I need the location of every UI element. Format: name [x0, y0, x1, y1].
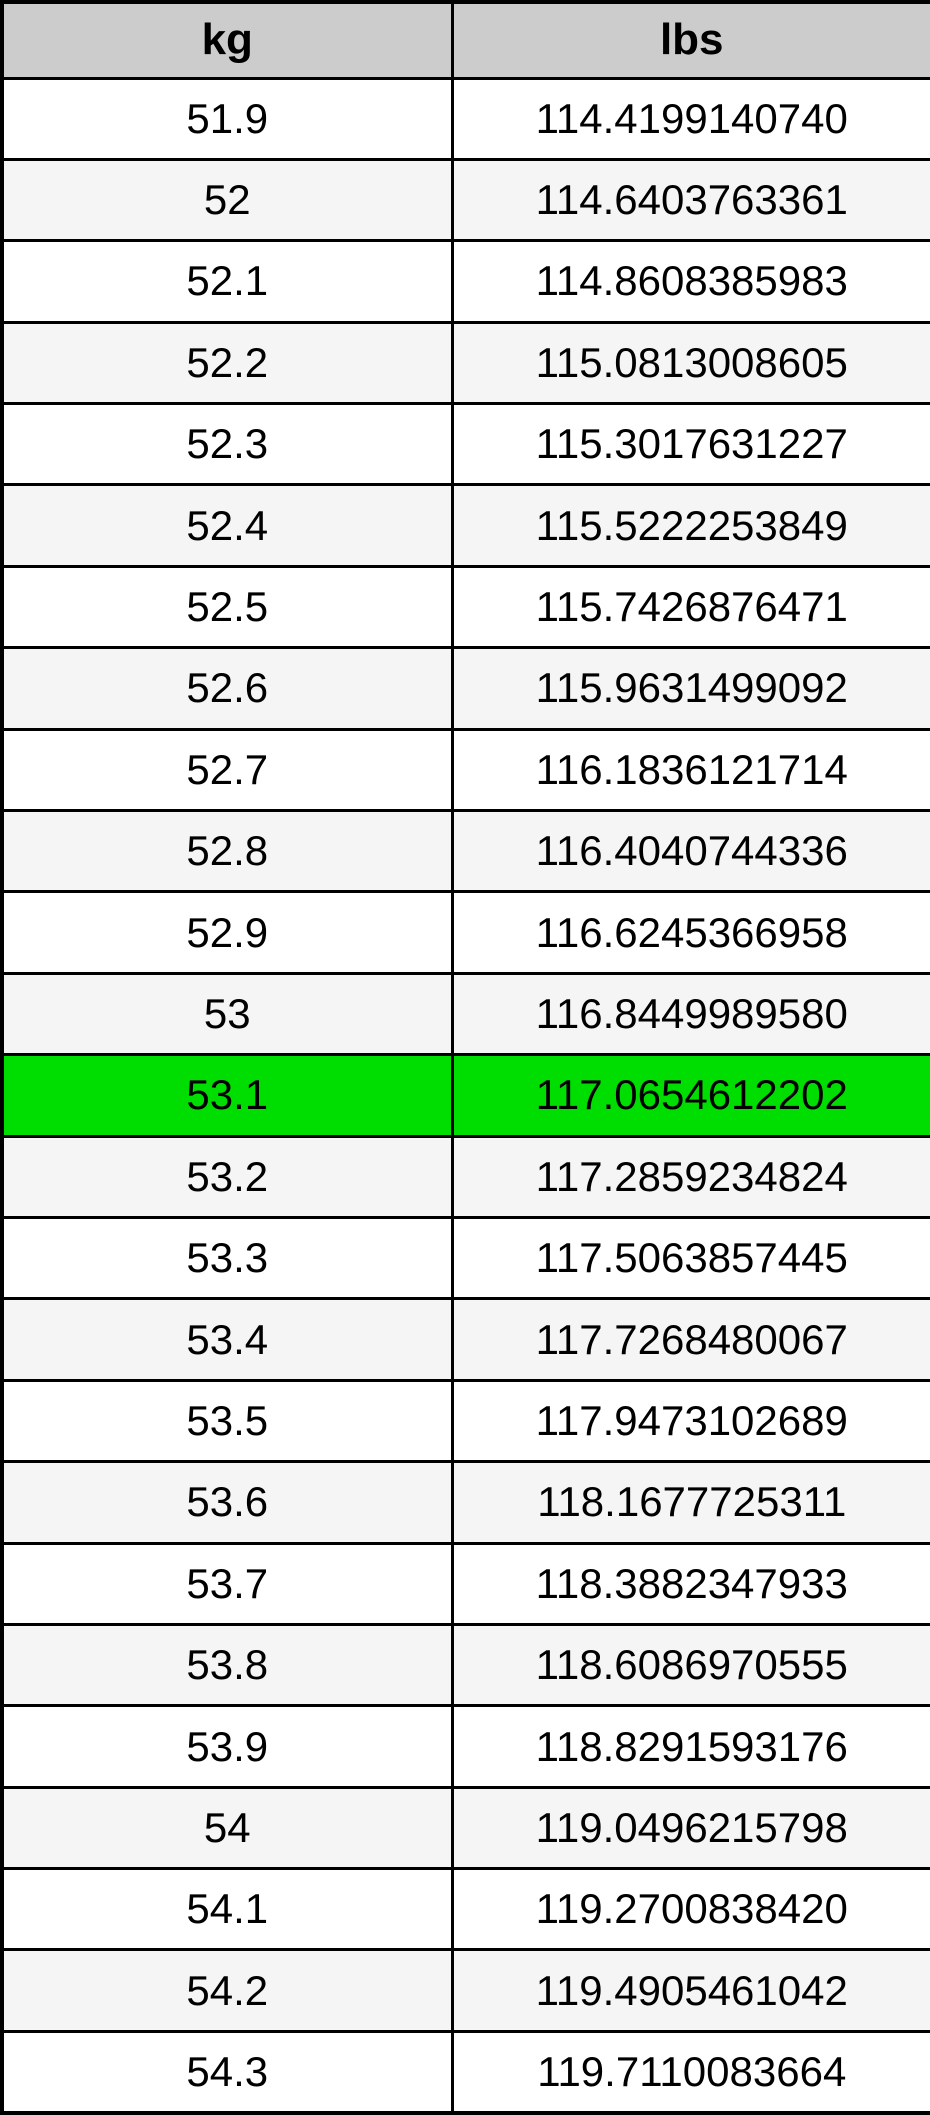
table-row: 52.5 115.7426876471: [0, 564, 930, 650]
lbs-value-cell: 118.1677725311: [450, 1460, 930, 1545]
kg-value-cell: 54.3: [0, 2029, 454, 2115]
table-row: 54.3 119.7110083664: [0, 2029, 930, 2115]
lbs-value-cell: 114.8608385983: [450, 239, 930, 324]
table-row: 52.6 115.9631499092: [0, 646, 930, 731]
kg-value-cell: 52: [0, 157, 454, 243]
lbs-value-cell: 115.9631499092: [450, 646, 930, 731]
lbs-value-cell: 115.7426876471: [450, 564, 930, 650]
kg-value-cell: 52.3: [0, 402, 454, 487]
lbs-value-cell: 119.0496215798: [450, 1785, 930, 1871]
kg-value-cell: 51.9: [0, 76, 454, 161]
kg-value-cell: 53.2: [0, 1134, 454, 1219]
kg-value-cell: 53.9: [0, 1704, 454, 1789]
lbs-value-cell: 115.5222253849: [450, 483, 930, 568]
lbs-value-cell: 119.7110083664: [450, 2029, 930, 2115]
kg-value-cell: 52.2: [0, 320, 454, 406]
kg-value-cell: 53.7: [0, 1541, 454, 1626]
lbs-value-cell: 116.4040744336: [450, 809, 930, 894]
lbs-value-cell: 118.8291593176: [450, 1704, 930, 1789]
lbs-value-cell: 116.6245366958: [450, 890, 930, 975]
table-row: 53.3 117.5063857445: [0, 1215, 930, 1301]
kg-value-cell: 52.7: [0, 727, 454, 813]
table-row: 51.9 114.4199140740: [0, 76, 930, 161]
table-row: 53 116.8449989580: [0, 971, 930, 1057]
lbs-value-cell: 114.6403763361: [450, 157, 930, 243]
kg-value-cell: 52.9: [0, 890, 454, 975]
kg-value-cell: 54.1: [0, 1867, 454, 1952]
table-row: 52.2 115.0813008605: [0, 320, 930, 406]
header-row: kg lbs: [0, 0, 930, 80]
table-row: 53.6 118.1677725311: [0, 1460, 930, 1545]
lbs-value-cell: 115.3017631227: [450, 402, 930, 487]
lbs-value-cell: 115.0813008605: [450, 320, 930, 406]
lbs-value-cell: 116.8449989580: [450, 971, 930, 1057]
kg-value-cell: 53.6: [0, 1460, 454, 1545]
table-row: 52.8 116.4040744336: [0, 809, 930, 894]
kg-value-cell: 53.3: [0, 1215, 454, 1301]
kg-value-cell: 52.4: [0, 483, 454, 568]
lbs-value-cell: 117.7268480067: [450, 1297, 930, 1382]
table-row: 52.1 114.8608385983: [0, 239, 930, 324]
lbs-value-cell: 118.3882347933: [450, 1541, 930, 1626]
kg-value-cell: 53: [0, 971, 454, 1057]
table-row: 52 114.6403763361: [0, 157, 930, 243]
table-row: 52.9 116.6245366958: [0, 890, 930, 975]
kg-value-cell: 53.8: [0, 1622, 454, 1708]
lbs-value-cell: 117.9473102689: [450, 1378, 930, 1464]
kg-value-cell: 52.6: [0, 646, 454, 731]
table-row: 54.1 119.2700838420: [0, 1867, 930, 1952]
kg-value-cell: 54.2: [0, 1948, 454, 2033]
kg-value-cell: 52.8: [0, 809, 454, 894]
kg-value-cell: 52.1: [0, 239, 454, 324]
table-row: 54.2 119.4905461042: [0, 1948, 930, 2033]
table-row: 52.7 116.1836121714: [0, 727, 930, 813]
table-row: 52.4 115.5222253849: [0, 483, 930, 568]
table-row: 53.7 118.3882347933: [0, 1541, 930, 1626]
header-cell-kg: kg: [0, 0, 454, 80]
lbs-value-cell: 117.0654612202: [450, 1053, 930, 1138]
kg-value-cell: 52.5: [0, 564, 454, 650]
table-row: 53.9 118.8291593176: [0, 1704, 930, 1789]
lbs-value-cell: 119.4905461042: [450, 1948, 930, 2033]
table-row: 53.5 117.9473102689: [0, 1378, 930, 1464]
lbs-value-cell: 114.4199140740: [450, 76, 930, 161]
lbs-value-cell: 116.1836121714: [450, 727, 930, 813]
kg-value-cell: 53.4: [0, 1297, 454, 1382]
table-row: 53.4 117.7268480067: [0, 1297, 930, 1382]
table-row: 54 119.0496215798: [0, 1785, 930, 1871]
table-row: 52.3 115.3017631227: [0, 402, 930, 487]
kg-value-cell: 54: [0, 1785, 454, 1871]
lbs-value-cell: 117.2859234824: [450, 1134, 930, 1219]
table-row: 53.8 118.6086970555: [0, 1622, 930, 1708]
table-row: 53.2 117.2859234824: [0, 1134, 930, 1219]
header-cell-lbs: lbs: [450, 0, 930, 80]
table-body: 51.9 114.4199140740 52 114.6403763361 52.1 11…: [0, 76, 930, 2115]
table-row-highlighted: 53.1 117.0654612202: [0, 1053, 930, 1138]
lbs-value-cell: 119.2700838420: [450, 1867, 930, 1952]
lbs-value-cell: 118.6086970555: [450, 1622, 930, 1708]
kg-value-cell: 53.1: [0, 1053, 454, 1138]
kg-value-cell: 53.5: [0, 1378, 454, 1464]
table-header: kg lbs: [0, 0, 930, 80]
lbs-value-cell: 117.5063857445: [450, 1215, 930, 1301]
